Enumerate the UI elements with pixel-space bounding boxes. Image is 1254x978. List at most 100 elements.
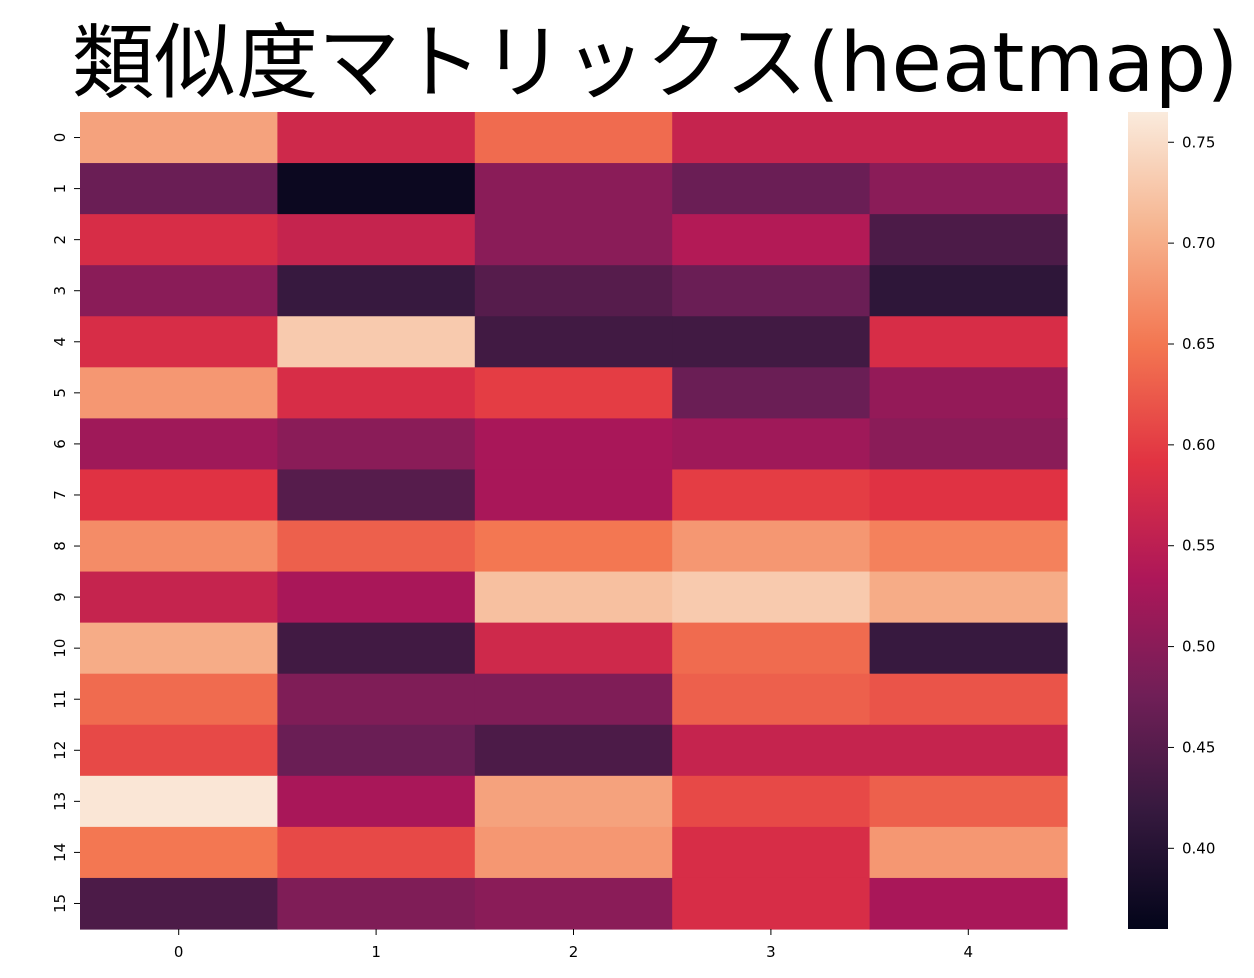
y-tick-label: 15 — [51, 894, 69, 913]
y-tick-label: 8 — [51, 541, 69, 551]
heatmap-cell — [80, 418, 278, 471]
heatmap-cell — [277, 520, 476, 573]
heatmap-cell — [672, 724, 871, 777]
heatmap-cell — [80, 622, 278, 675]
heatmap-cell — [672, 112, 871, 164]
heatmap-cell — [80, 673, 278, 726]
heatmap-cell — [869, 877, 1068, 930]
heatmap-cell — [80, 367, 278, 419]
colorbar-tick-label: 0.65 — [1182, 335, 1215, 353]
heatmap-cell — [474, 877, 673, 930]
y-tick-label: 7 — [51, 490, 69, 500]
heatmap-cell — [869, 622, 1068, 675]
colorbar-tick-label: 0.75 — [1182, 133, 1215, 151]
heatmap-cell — [277, 163, 476, 215]
heatmap-cell — [80, 724, 278, 777]
heatmap-cell — [474, 418, 673, 471]
heatmap-cell — [672, 469, 871, 522]
heatmap-cell — [672, 673, 871, 726]
heatmap-cell — [277, 724, 476, 777]
heatmap-cell — [869, 826, 1068, 879]
heatmap-cells — [80, 112, 1068, 930]
heatmap-cell — [869, 265, 1068, 317]
y-tick-label: 6 — [51, 439, 69, 449]
heatmap-cell — [277, 112, 476, 164]
heatmap-cell — [277, 265, 476, 317]
colorbar-tick-label: 0.70 — [1182, 234, 1215, 252]
heatmap-cell — [277, 877, 476, 930]
heatmap-cell — [277, 469, 476, 522]
heatmap-cell — [869, 724, 1068, 777]
x-axis: 0 1 2 3 4 — [174, 929, 973, 961]
heatmap-cell — [277, 214, 476, 266]
heatmap-cell — [277, 622, 476, 675]
heatmap-cell — [869, 469, 1068, 522]
heatmap-cell — [672, 877, 871, 930]
heatmap-cell — [80, 469, 278, 522]
colorbar-tick-label: 0.40 — [1182, 839, 1215, 857]
y-tick-label: 2 — [51, 235, 69, 245]
heatmap-cell — [474, 520, 673, 573]
heatmap-cell — [869, 163, 1068, 215]
heatmap-cell — [80, 826, 278, 879]
heatmap-cell — [474, 826, 673, 879]
heatmap-cell — [474, 367, 673, 419]
heatmap-cell — [474, 112, 673, 164]
y-tick-label: 1 — [51, 184, 69, 194]
y-tick-label: 0 — [51, 133, 69, 143]
heatmap-cell — [277, 418, 476, 471]
heatmap-cell — [80, 265, 278, 317]
heatmap-cell — [474, 571, 673, 624]
heatmap-cell — [80, 877, 278, 930]
heatmap-cell — [80, 163, 278, 215]
heatmap-cell — [869, 418, 1068, 471]
y-tick-label: 12 — [51, 741, 69, 760]
y-tick-label: 4 — [51, 337, 69, 347]
heatmap-cell — [672, 316, 871, 368]
y-tick-label: 10 — [51, 639, 69, 658]
heatmap-cell — [474, 214, 673, 266]
heatmap-cell — [869, 520, 1068, 573]
heatmap-cell — [672, 214, 871, 266]
heatmap-cell — [474, 316, 673, 368]
chart-title-suffix: マトリックス(heatmap) — [318, 16, 1239, 111]
heatmap-cell — [277, 316, 476, 368]
heatmap-cell — [474, 673, 673, 726]
heatmap-cell — [80, 571, 278, 624]
heatmap-cell — [869, 112, 1068, 164]
heatmap-cell — [672, 826, 871, 879]
x-tick-label: 3 — [766, 943, 776, 961]
heatmap-cell — [277, 775, 476, 828]
heatmap-cell — [80, 316, 278, 368]
heatmap-cell — [80, 775, 278, 828]
heatmap-cell — [474, 265, 673, 317]
heatmap-cell — [80, 112, 278, 164]
heatmap-cell — [869, 316, 1068, 368]
chart-title: 類似度マトリックス(heatmap) — [72, 14, 1239, 114]
heatmap-cell — [672, 367, 871, 419]
heatmap-cell — [869, 214, 1068, 266]
heatmap-cell — [80, 520, 278, 573]
heatmap-cell — [80, 214, 278, 266]
heatmap-cell — [672, 775, 871, 828]
heatmap-cell — [474, 163, 673, 215]
colorbar-tick-label: 0.55 — [1182, 537, 1215, 555]
heatmap-cell — [277, 673, 476, 726]
x-tick-label: 4 — [964, 943, 974, 961]
heatmap-cell — [672, 265, 871, 317]
colorbar-tick-label: 0.50 — [1182, 638, 1215, 656]
heatmap-cell — [672, 622, 871, 675]
x-tick-label: 2 — [569, 943, 579, 961]
y-tick-label: 14 — [51, 843, 69, 862]
heatmap-cell — [672, 520, 871, 573]
colorbar-axis: 0.40 0.45 0.50 0.55 0.60 0.65 0.70 0.75 — [1168, 133, 1215, 857]
heatmap-cell — [869, 367, 1068, 419]
heatmap-cell — [869, 571, 1068, 624]
heatmap-cell — [474, 775, 673, 828]
colorbar — [1128, 112, 1168, 929]
heatmap-cell — [869, 673, 1068, 726]
heatmap-cell — [672, 418, 871, 471]
chart-title-kanji: 類似度 — [72, 16, 319, 111]
